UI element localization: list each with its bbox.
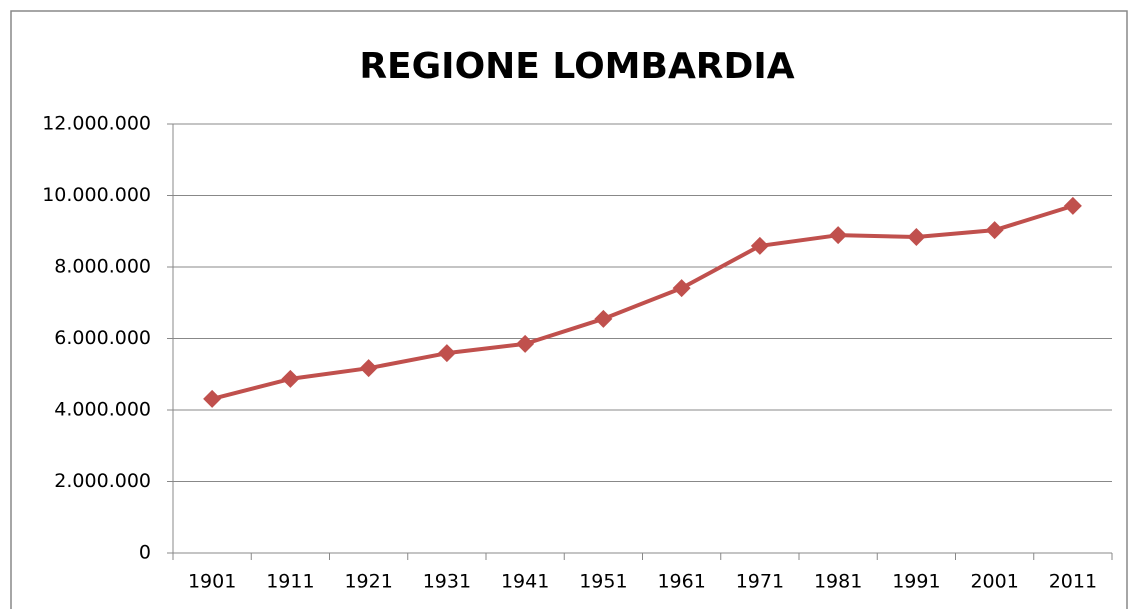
y-tick-label: 6.000.000 <box>54 327 151 349</box>
marker <box>516 334 535 353</box>
marker <box>359 359 378 378</box>
y-tick-label: 12.000.000 <box>42 113 151 135</box>
marker <box>985 221 1004 240</box>
x-tick-label: 1951 <box>579 571 627 593</box>
y-tick-label: 2.000.000 <box>54 470 151 492</box>
x-tick-label: 1941 <box>501 571 549 593</box>
chart-border <box>10 10 1128 609</box>
x-tick-label: 1911 <box>266 571 314 593</box>
x-tick-label: 2001 <box>970 571 1018 593</box>
x-tick-label: 1921 <box>344 571 392 593</box>
marker <box>437 344 456 363</box>
marker <box>594 309 613 328</box>
x-tick-label: 1971 <box>736 571 784 593</box>
x-tick-label: 1931 <box>423 571 471 593</box>
marker <box>750 236 769 255</box>
chart-title: REGIONE LOMBARDIA <box>359 46 794 87</box>
x-tick-label: 1981 <box>814 571 862 593</box>
line <box>211 203 1074 401</box>
y-tick-label: 8.000.000 <box>54 256 151 278</box>
marker <box>672 279 691 298</box>
marker <box>907 227 926 246</box>
marker <box>281 369 300 388</box>
x-tick-label: 1901 <box>188 571 236 593</box>
y-tick-label: 4.000.000 <box>54 399 151 421</box>
y-tick-label: 10.000.000 <box>42 184 151 206</box>
marker <box>1063 196 1082 215</box>
x-tick-label: 1991 <box>892 571 940 593</box>
x-tick-label: 2011 <box>1049 571 1097 593</box>
marker <box>829 226 848 245</box>
x-tick-label: 1961 <box>657 571 705 593</box>
y-tick-label: 0 <box>139 542 151 564</box>
marker <box>203 389 222 408</box>
